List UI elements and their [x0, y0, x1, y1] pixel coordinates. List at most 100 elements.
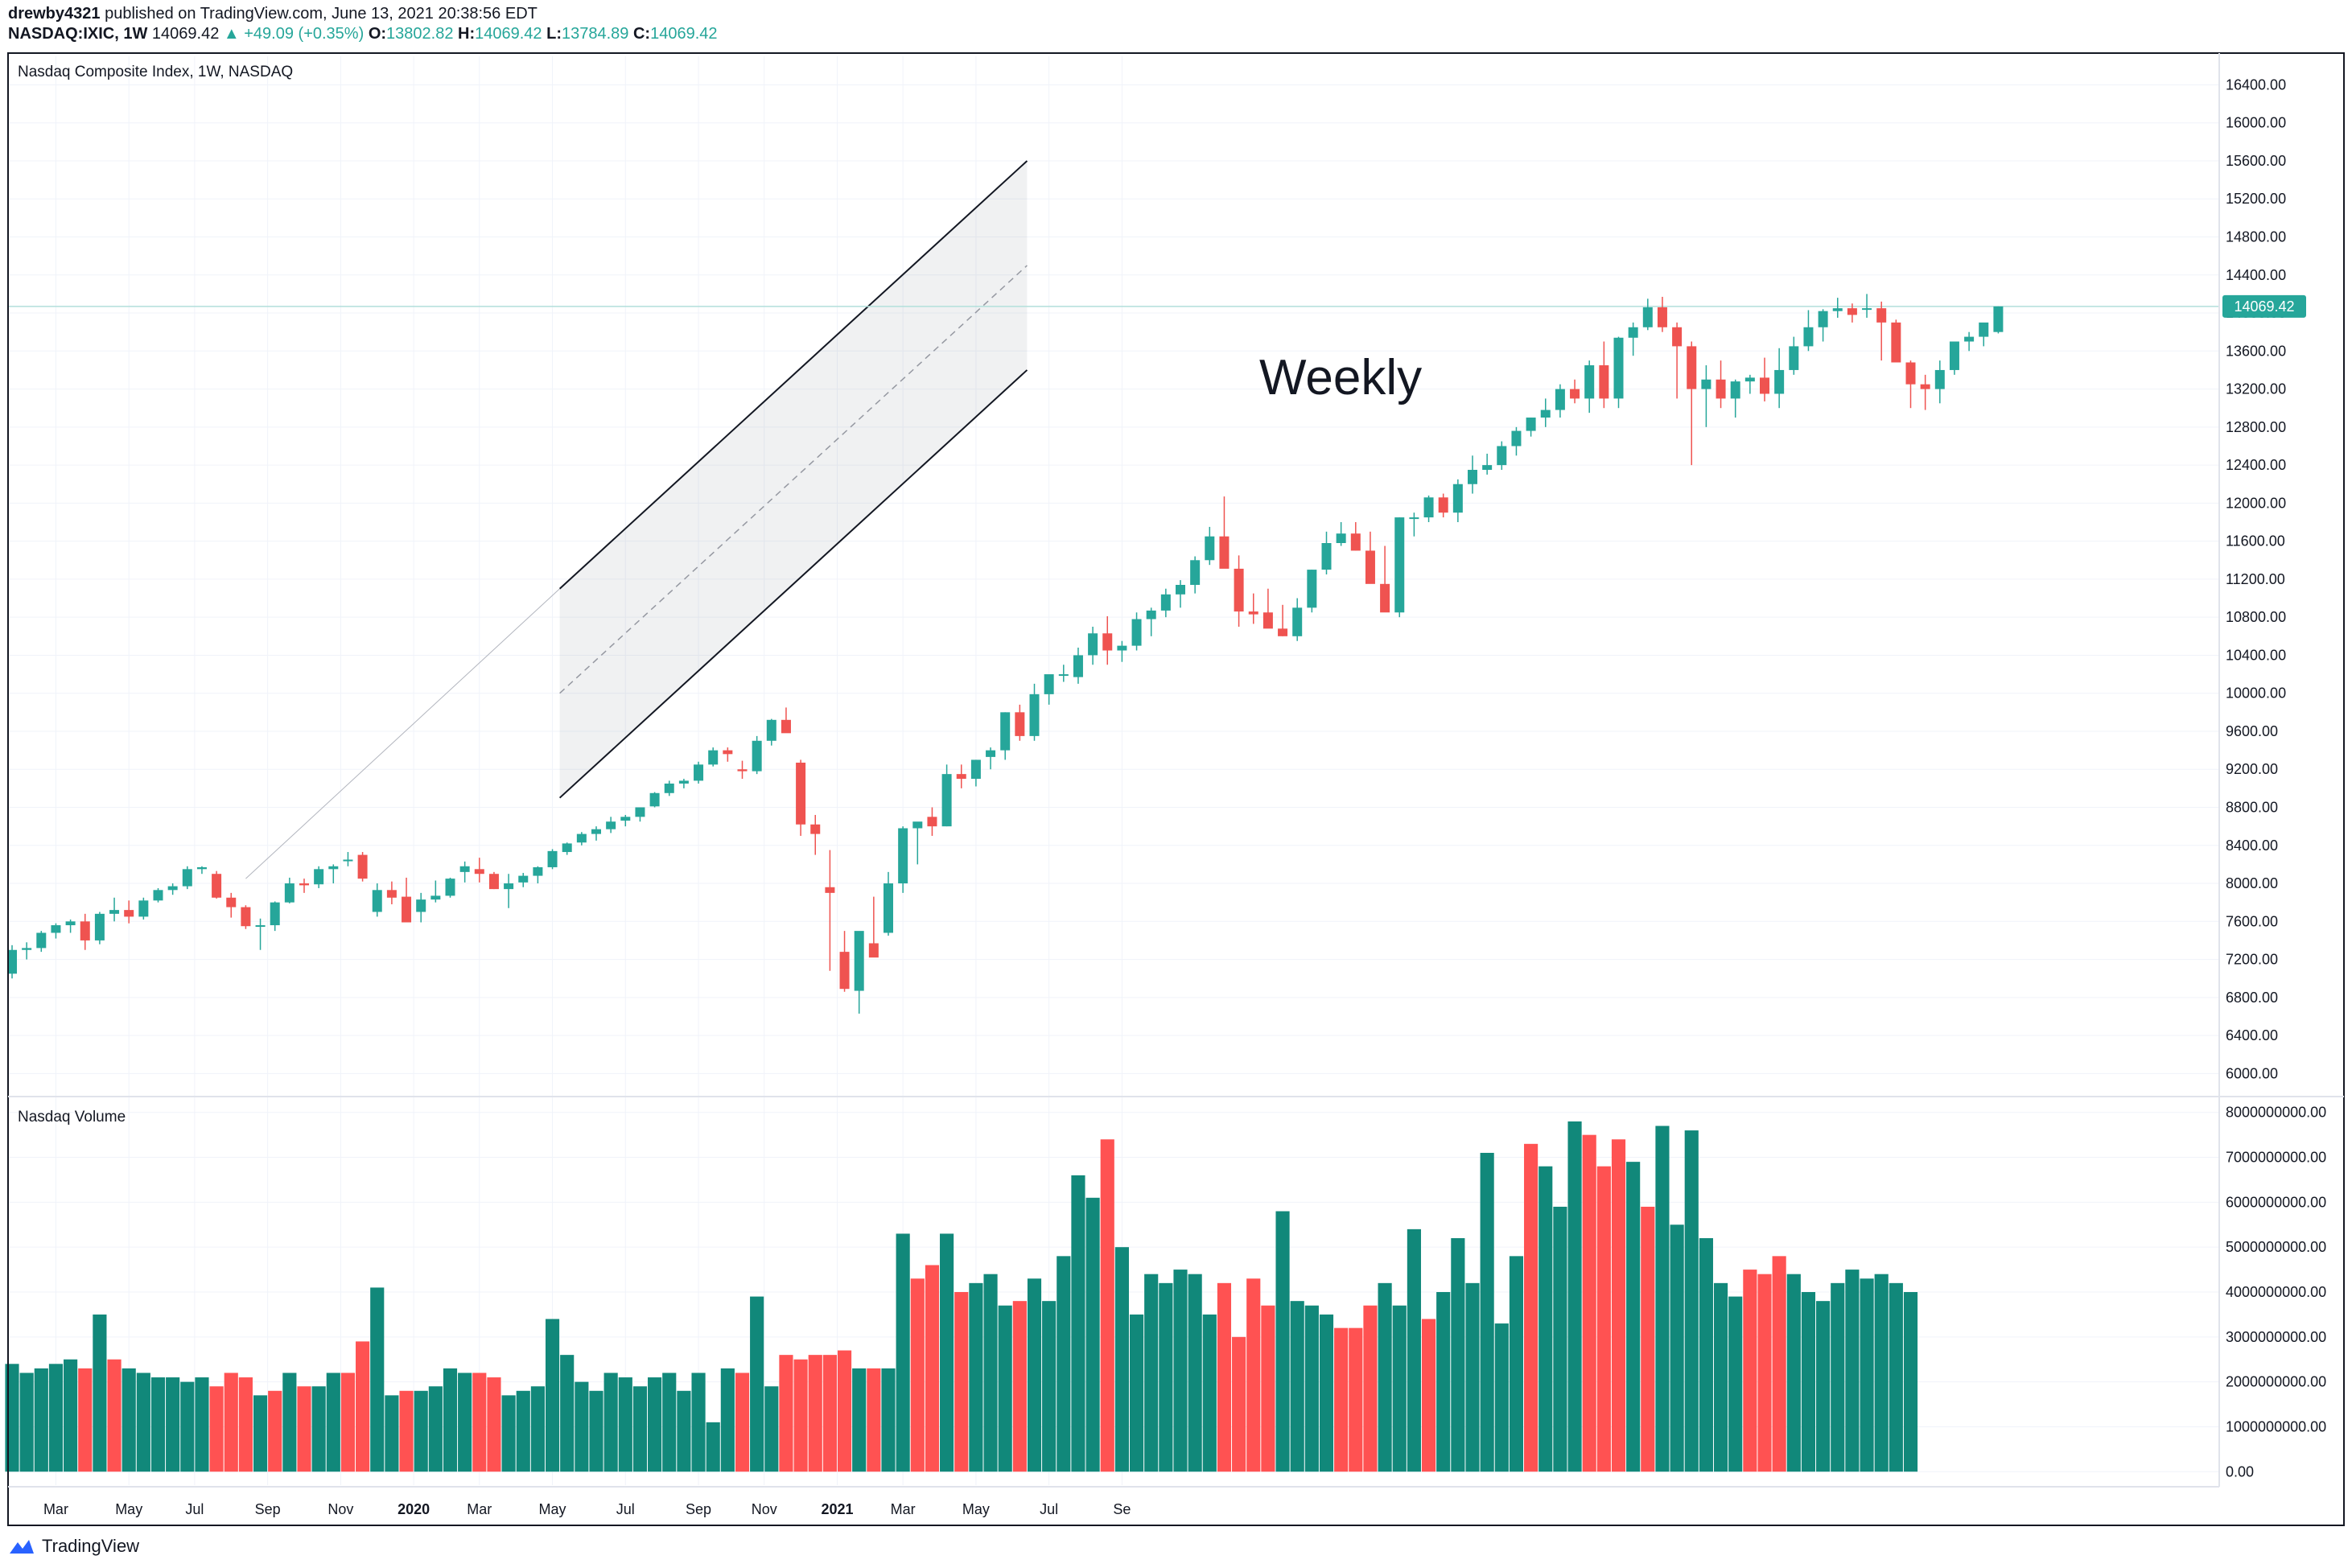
candle-body: [781, 719, 791, 734]
volume-bar: [516, 1390, 530, 1472]
time-tick-label: Jul: [616, 1501, 635, 1517]
volume-bar: [954, 1292, 969, 1472]
volume-bar: [1816, 1301, 1831, 1472]
price-tick-label: 6000.00: [2226, 1065, 2278, 1081]
volume-bar: [648, 1377, 662, 1472]
candle-body: [1248, 611, 1258, 615]
volume-bar: [925, 1265, 940, 1472]
volume-tick-label: 7000000000.00: [2226, 1150, 2326, 1166]
candle-body: [430, 895, 441, 900]
volume-bar: [1290, 1301, 1304, 1472]
author-name[interactable]: drewby4321: [8, 5, 101, 23]
candle-body: [970, 759, 981, 780]
candle-body: [884, 883, 893, 933]
volume-bar: [472, 1373, 487, 1472]
volume-bar: [691, 1373, 706, 1472]
channel-median-line: [559, 265, 1028, 694]
volume-bar: [1275, 1211, 1290, 1472]
candle-body: [708, 750, 719, 765]
price-tick-label: 15600.00: [2226, 153, 2286, 169]
volume-bar: [867, 1368, 881, 1472]
candle-body: [796, 762, 806, 825]
last-price: 14069.42: [151, 25, 220, 43]
volume-bar: [793, 1359, 808, 1472]
volume-bar: [1261, 1305, 1275, 1472]
candle-body: [1468, 470, 1477, 484]
volume-bar: [224, 1373, 238, 1472]
candle-body: [1949, 341, 1959, 370]
time-tick-label: May: [115, 1501, 142, 1517]
volume-bar: [677, 1390, 691, 1472]
candle-body: [504, 883, 514, 890]
candle-body: [1292, 607, 1303, 636]
candle-body: [1205, 536, 1215, 561]
volume-bar: [253, 1395, 268, 1472]
high-value: 14069.42: [475, 25, 542, 43]
volume-bar: [1524, 1143, 1538, 1472]
symbol-label[interactable]: NASDAQ:IXIC, 1W: [8, 25, 148, 43]
volume-bar: [1129, 1314, 1144, 1472]
candle-body: [1102, 633, 1113, 651]
volume-bar: [1217, 1282, 1232, 1472]
candle-body: [284, 883, 295, 903]
volume-bar: [940, 1233, 954, 1472]
weekly-annotation[interactable]: Weekly: [1259, 350, 1422, 405]
volume-bar: [1801, 1292, 1816, 1472]
candle-body: [488, 874, 499, 890]
volume-bar: [195, 1377, 209, 1472]
volume-bar: [1232, 1336, 1246, 1472]
candle-body: [1044, 674, 1054, 694]
candle-body: [1146, 610, 1156, 619]
candle-body: [1613, 337, 1624, 399]
volume-bar: [1889, 1282, 1903, 1472]
chart-frame: [7, 52, 2345, 1526]
candle-body: [1234, 568, 1244, 612]
tradingview-logo-icon: [10, 1540, 34, 1554]
candle-body: [912, 821, 923, 829]
price-tick-label: 12400.00: [2226, 457, 2286, 473]
candle-body: [343, 859, 353, 862]
price-tick-label: 6800.00: [2226, 990, 2278, 1006]
candle-body: [1278, 628, 1288, 636]
candle-body: [898, 828, 908, 884]
candle-body: [1452, 484, 1463, 513]
price-tick-label: 11200.00: [2226, 571, 2285, 587]
volume-bar: [969, 1282, 983, 1472]
tradingview-brand: TradingView: [42, 1536, 140, 1556]
volume-bar: [297, 1386, 311, 1472]
candle-body: [357, 854, 368, 879]
volume-bar: [34, 1368, 48, 1472]
close-label: C:: [632, 25, 651, 43]
candle-body: [386, 890, 397, 898]
published-text: published on TradingView.com, June 13, 2…: [105, 5, 538, 23]
volume-bar: [311, 1386, 326, 1472]
price-tick-label: 16000.00: [2226, 115, 2286, 131]
volume-bar: [1188, 1274, 1202, 1472]
volume-bar: [632, 1386, 648, 1472]
volume-bar: [458, 1373, 472, 1472]
volume-bar: [1159, 1282, 1173, 1472]
volume-bar: [1509, 1256, 1524, 1472]
candle-body: [591, 829, 601, 834]
candle-body: [167, 886, 178, 891]
candle-body: [416, 899, 426, 912]
candle-body: [1862, 308, 1872, 311]
candle-body: [1818, 311, 1828, 327]
volume-tick-label: 1000000000.00: [2226, 1418, 2326, 1434]
candle-body: [1307, 570, 1317, 608]
candle-body: [182, 869, 192, 887]
volume-bar: [910, 1278, 925, 1472]
tradingview-watermark[interactable]: TradingView: [8, 1533, 139, 1560]
volume-bar: [48, 1364, 64, 1472]
candle-body: [1015, 712, 1025, 736]
volume-bar: [1626, 1162, 1641, 1472]
volume-bar: [1699, 1238, 1713, 1472]
candle-body: [1263, 612, 1273, 629]
candle-body: [927, 817, 937, 827]
price-tick-label: 13600.00: [2226, 343, 2286, 359]
time-tick-label: 2020: [397, 1501, 430, 1517]
candle-body: [196, 866, 207, 870]
candle-body: [36, 932, 47, 949]
price-pane-title: Nasdaq Composite Index, 1W, NASDAQ: [18, 64, 293, 80]
